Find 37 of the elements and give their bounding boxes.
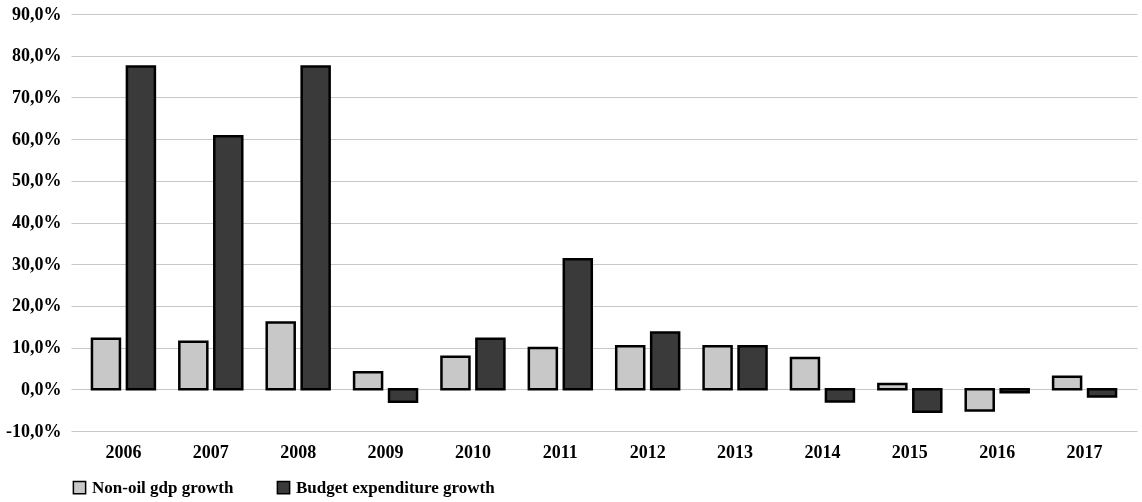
y-tick-label: 50,0% <box>12 170 62 191</box>
bar <box>387 388 419 404</box>
y-tick-label: 40,0% <box>12 212 62 232</box>
y-tick-label: -10,0% <box>6 420 62 441</box>
y-tick-label: 90,0% <box>12 3 62 24</box>
bar <box>475 337 506 391</box>
bar <box>213 134 244 391</box>
bar <box>649 331 681 391</box>
bar <box>1086 388 1118 398</box>
bar <box>912 388 943 414</box>
x-tick-label: 2016 <box>979 441 1016 462</box>
x-tick-label: 2017 <box>1066 441 1103 462</box>
legend-label: Budget expenditure growth <box>296 477 496 497</box>
y-tick-label: 80,0% <box>12 45 62 66</box>
x-tick-label: 2012 <box>629 441 666 462</box>
bar <box>300 65 331 391</box>
y-tick-label: 20,0% <box>12 295 62 316</box>
bar <box>125 65 157 391</box>
y-tick-label: 70,0% <box>12 86 62 107</box>
y-tick-label: 10,0% <box>12 337 62 358</box>
x-tick-label: 2009 <box>367 441 404 462</box>
bar <box>562 257 594 391</box>
y-tick-label: 30,0% <box>12 253 62 274</box>
y-tick-label: 60,0% <box>12 128 62 149</box>
x-tick-label: 2006 <box>105 441 142 462</box>
x-tick-label: 2011 <box>542 441 578 462</box>
bar <box>824 388 856 403</box>
x-tick-label: 2015 <box>891 441 928 462</box>
x-tick-label: 2010 <box>454 441 491 462</box>
x-tick-label: 2007 <box>192 441 229 462</box>
legend-label: Non-oil gdp growth <box>92 477 234 497</box>
x-tick-label: 2008 <box>280 441 317 462</box>
y-tick-label: 0,0% <box>21 378 62 399</box>
x-tick-label: 2013 <box>717 441 754 462</box>
x-tick-label: 2014 <box>804 441 841 462</box>
bar <box>737 345 768 391</box>
bar <box>999 388 1030 394</box>
